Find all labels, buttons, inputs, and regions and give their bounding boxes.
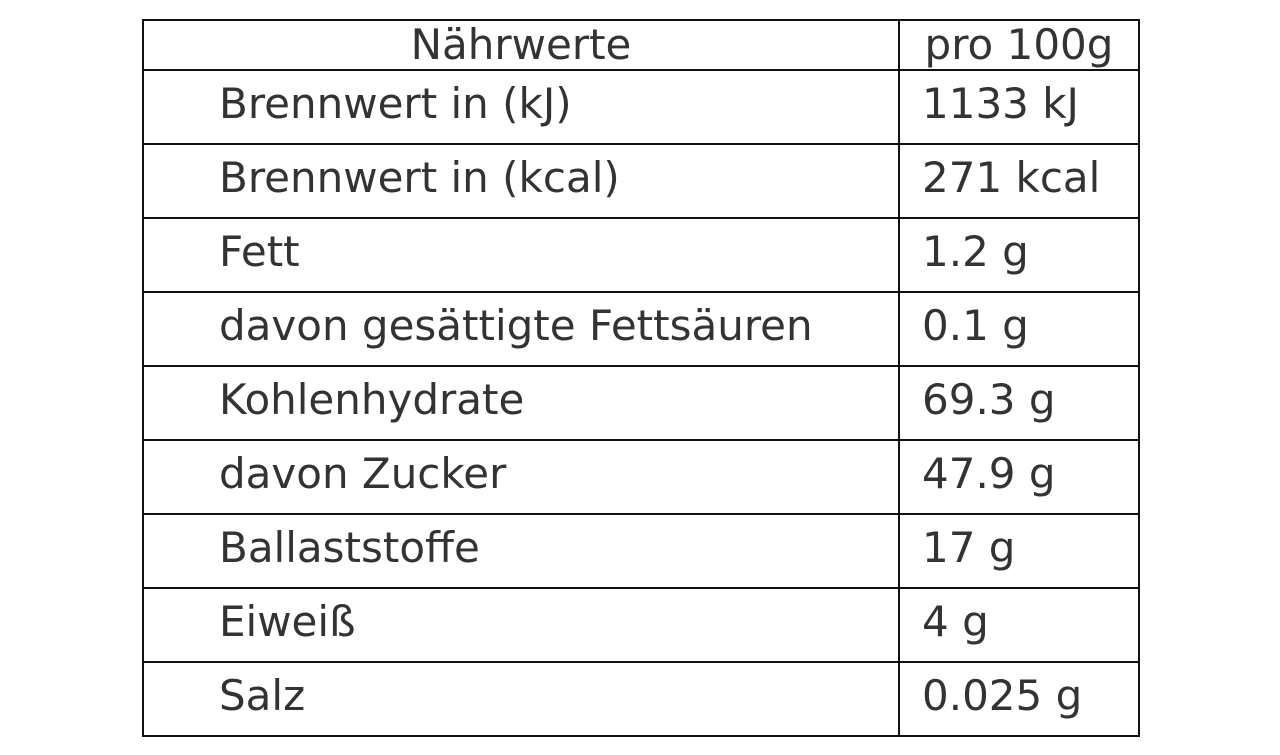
table-row: Brennwert in (kJ) 1133 kJ xyxy=(142,69,1140,145)
nutrient-value: 47.9 g xyxy=(898,439,1140,515)
nutrient-name: Brennwert in (kcal) xyxy=(142,143,900,219)
nutrient-name: Fett xyxy=(142,217,900,293)
table-body: Brennwert in (kJ) 1133 kJ Brennwert in (kc… xyxy=(142,69,1140,737)
table-header: Nährwerte pro 100g xyxy=(142,19,1140,71)
table-row: Salz 0.025 g xyxy=(142,661,1140,737)
table-row: Fett 1.2 g xyxy=(142,217,1140,293)
nutrient-value: 1133 kJ xyxy=(898,69,1140,145)
nutrient-value: 17 g xyxy=(898,513,1140,589)
nutrient-name: Eiweiß xyxy=(142,587,900,663)
nutrient-name: Ballaststoffe xyxy=(142,513,900,589)
header-cell: Nährwerte xyxy=(142,19,900,71)
nutrient-value: 0.1 g xyxy=(898,291,1140,367)
table-row: davon Zucker 47.9 g xyxy=(142,439,1140,515)
nutrient-name: Salz xyxy=(142,661,900,737)
nutrient-value: 69.3 g xyxy=(898,365,1140,441)
header-row: Nährwerte pro 100g xyxy=(142,19,1140,71)
nutrient-name: Brennwert in (kJ) xyxy=(142,69,900,145)
nutrition-table: Nährwerte pro 100g Brennwert in (kJ) 1133… xyxy=(142,19,1140,737)
table-row: Brennwert in (kcal) 271 kcal xyxy=(142,143,1140,219)
nutrient-name: davon Zucker xyxy=(142,439,900,515)
nutrient-value: 1.2 g xyxy=(898,217,1140,293)
nutrient-name: Kohlenhydrate xyxy=(142,365,900,441)
nutrient-value: 0.025 g xyxy=(898,661,1140,737)
table-row: Kohlenhydrate 69.3 g xyxy=(142,365,1140,441)
table-row: Ballaststoffe 17 g xyxy=(142,513,1140,589)
nutrient-value: 271 kcal xyxy=(898,143,1140,219)
nutrient-value: 4 g xyxy=(898,587,1140,663)
header-cell: pro 100g xyxy=(898,19,1140,71)
table-row: davon gesättigte Fettsäuren 0.1 g xyxy=(142,291,1140,367)
table-row: Eiweiß 4 g xyxy=(142,587,1140,663)
nutrient-name: davon gesättigte Fettsäuren xyxy=(142,291,900,367)
